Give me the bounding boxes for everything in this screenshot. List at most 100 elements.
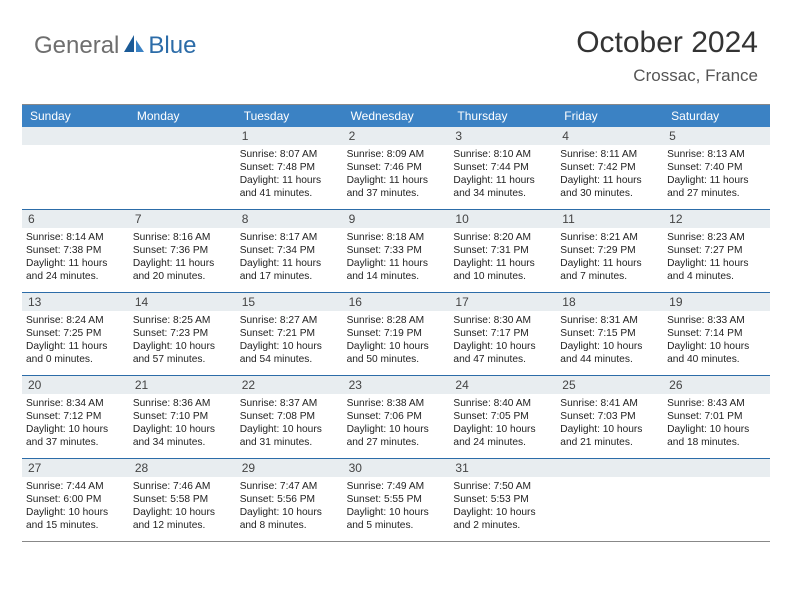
day-cell [129,127,236,209]
week-row: 13Sunrise: 8:24 AMSunset: 7:25 PMDayligh… [22,293,770,376]
day-number: 12 [669,212,764,226]
daynum-row: 28 [129,459,236,477]
day-number: 31 [455,461,550,475]
daynum-row: 1 [236,127,343,145]
sunrise-text: Sunrise: 8:30 AM [453,314,552,327]
day2-text: and 20 minutes. [133,270,232,283]
day2-text: and 12 minutes. [133,519,232,532]
dayname-monday: Monday [129,105,236,127]
daynum-row-empty [556,459,663,477]
daynum-row: 22 [236,376,343,394]
day-number: 8 [242,212,337,226]
daynum-row: 6 [22,210,129,228]
day2-text: and 24 minutes. [26,270,125,283]
sunrise-text: Sunrise: 8:07 AM [240,148,339,161]
sunset-text: Sunset: 7:12 PM [26,410,125,423]
daynum-row: 12 [663,210,770,228]
dayname-wednesday: Wednesday [343,105,450,127]
day1-text: Daylight: 11 hours [453,257,552,270]
day-number: 5 [669,129,764,143]
day-number: 1 [242,129,337,143]
day-cell: 24Sunrise: 8:40 AMSunset: 7:05 PMDayligh… [449,376,556,458]
day-number: 17 [455,295,550,309]
dayname-saturday: Saturday [663,105,770,127]
dayname-tuesday: Tuesday [236,105,343,127]
day-cell: 15Sunrise: 8:27 AMSunset: 7:21 PMDayligh… [236,293,343,375]
sunset-text: Sunset: 7:27 PM [667,244,766,257]
day-number: 22 [242,378,337,392]
day-number: 28 [135,461,230,475]
day1-text: Daylight: 10 hours [667,423,766,436]
day-number: 11 [562,212,657,226]
sunrise-text: Sunrise: 8:14 AM [26,231,125,244]
day1-text: Daylight: 10 hours [453,340,552,353]
sunrise-text: Sunrise: 8:34 AM [26,397,125,410]
day-cell: 13Sunrise: 8:24 AMSunset: 7:25 PMDayligh… [22,293,129,375]
sunrise-text: Sunrise: 8:41 AM [560,397,659,410]
day1-text: Daylight: 10 hours [347,506,446,519]
day1-text: Daylight: 11 hours [667,174,766,187]
day2-text: and 57 minutes. [133,353,232,366]
sunrise-text: Sunrise: 8:17 AM [240,231,339,244]
sunrise-text: Sunrise: 8:20 AM [453,231,552,244]
daynum-row: 27 [22,459,129,477]
day2-text: and 7 minutes. [560,270,659,283]
sunset-text: Sunset: 7:08 PM [240,410,339,423]
day-cell: 22Sunrise: 8:37 AMSunset: 7:08 PMDayligh… [236,376,343,458]
day1-text: Daylight: 10 hours [133,340,232,353]
daynames-row: SundayMondayTuesdayWednesdayThursdayFrid… [22,105,770,127]
sunset-text: Sunset: 5:55 PM [347,493,446,506]
sail-icon [123,34,145,59]
sunrise-text: Sunrise: 7:44 AM [26,480,125,493]
day-number: 16 [349,295,444,309]
day2-text: and 5 minutes. [347,519,446,532]
sunset-text: Sunset: 7:14 PM [667,327,766,340]
day-cell: 11Sunrise: 8:21 AMSunset: 7:29 PMDayligh… [556,210,663,292]
day2-text: and 41 minutes. [240,187,339,200]
day-number: 30 [349,461,444,475]
day2-text: and 37 minutes. [26,436,125,449]
title-block: October 2024 Crossac, France [576,26,758,86]
sunset-text: Sunset: 7:10 PM [133,410,232,423]
day-cell: 29Sunrise: 7:47 AMSunset: 5:56 PMDayligh… [236,459,343,541]
day-number: 29 [242,461,337,475]
day-cell: 26Sunrise: 8:43 AMSunset: 7:01 PMDayligh… [663,376,770,458]
sunrise-text: Sunrise: 8:09 AM [347,148,446,161]
day1-text: Daylight: 10 hours [240,340,339,353]
day1-text: Daylight: 10 hours [560,423,659,436]
day1-text: Daylight: 11 hours [560,174,659,187]
week-row: 27Sunrise: 7:44 AMSunset: 6:00 PMDayligh… [22,459,770,542]
day2-text: and 34 minutes. [453,187,552,200]
day1-text: Daylight: 10 hours [347,340,446,353]
day-cell: 7Sunrise: 8:16 AMSunset: 7:36 PMDaylight… [129,210,236,292]
day-number: 27 [28,461,123,475]
sunset-text: Sunset: 7:36 PM [133,244,232,257]
sunset-text: Sunset: 7:05 PM [453,410,552,423]
day-cell: 23Sunrise: 8:38 AMSunset: 7:06 PMDayligh… [343,376,450,458]
daynum-row: 23 [343,376,450,394]
day1-text: Daylight: 10 hours [26,423,125,436]
daynum-row: 8 [236,210,343,228]
sunrise-text: Sunrise: 8:10 AM [453,148,552,161]
day-number: 25 [562,378,657,392]
month-title: October 2024 [576,26,758,60]
day2-text: and 14 minutes. [347,270,446,283]
day-cell: 12Sunrise: 8:23 AMSunset: 7:27 PMDayligh… [663,210,770,292]
day-cell [556,459,663,541]
sunset-text: Sunset: 7:48 PM [240,161,339,174]
day-number: 15 [242,295,337,309]
day-cell: 8Sunrise: 8:17 AMSunset: 7:34 PMDaylight… [236,210,343,292]
day2-text: and 4 minutes. [667,270,766,283]
sunrise-text: Sunrise: 7:49 AM [347,480,446,493]
day1-text: Daylight: 11 hours [347,174,446,187]
sunset-text: Sunset: 7:31 PM [453,244,552,257]
day2-text: and 10 minutes. [453,270,552,283]
week-row: 1 Sunrise: 8:07 AMSunset: 7:48 PM Daylight… [22,127,770,210]
logo-text-general: General [34,32,119,60]
day1-text: Daylight: 10 hours [133,423,232,436]
sunrise-text: Sunrise: 8:24 AM [26,314,125,327]
header: General Blue October 2024 Crossac, Franc… [0,0,792,96]
day-cell: 10Sunrise: 8:20 AMSunset: 7:31 PMDayligh… [449,210,556,292]
day-cell: 18Sunrise: 8:31 AMSunset: 7:15 PMDayligh… [556,293,663,375]
daynum-row: 30 [343,459,450,477]
